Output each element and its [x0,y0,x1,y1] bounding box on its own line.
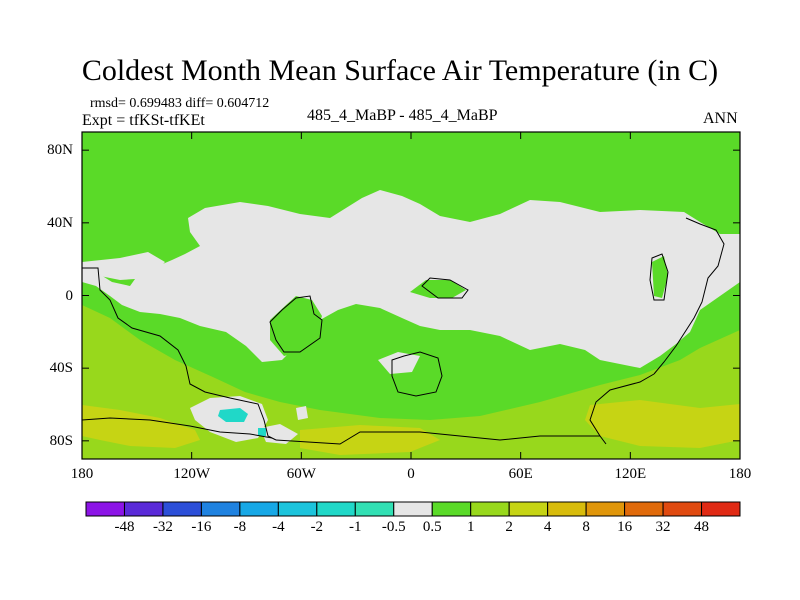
center-label: 485_4_MaBP - 485_4_MaBP [307,107,498,124]
y-tick-label: 0 [65,287,74,304]
colorbar-level-label: 8 [582,519,590,535]
x-tick-label: 180 [70,466,94,482]
colorbar-swatch [393,501,433,517]
temperature-field [82,132,740,459]
colorbar-swatch [701,501,741,517]
colorbar-level-label: 16 [617,519,633,535]
season-label: ANN [703,110,738,127]
warmest-region-southern-pacific [82,405,200,448]
colorbar-swatch [624,501,664,517]
near-zero-region-southern-ocean [82,252,165,280]
colorbar-swatch [200,501,241,517]
colorbar-level-label: -1 [349,519,362,535]
colorbar-swatch [162,501,202,517]
stats-text: rmsd= 0.699483 diff= 0.604712 [90,96,270,111]
colorbar-level-label: 1 [466,519,475,535]
colorbar-level-label: -8 [233,519,247,535]
colorbar-level-label: -16 [191,519,212,535]
positive-island-se-asia [652,256,668,298]
chart-title: Coldest Month Mean Surface Air Temperatu… [81,54,719,87]
colorbar-swatch [239,501,279,517]
colorbar-swatch [123,501,164,517]
colorbar-level-label: 48 [694,519,710,535]
colorbar-swatch [547,501,587,517]
colorbar-level-label: 0.5 [422,519,442,535]
colorbar-level-label: -32 [152,519,173,535]
colorbar-level-label: -2 [310,519,324,535]
colorbar-swatch [85,501,125,517]
colorbar [85,501,741,517]
y-tick-label: 80S [49,432,73,449]
colorbar-level-label: 4 [543,519,552,535]
colorbar-swatch [431,501,472,517]
colorbar-level-label: -48 [114,519,135,535]
x-tick-label: 60E [508,466,533,482]
y-tick-label: 40S [49,360,73,377]
near-zero-region-main [82,190,740,368]
colorbar-level-label: -4 [272,519,285,535]
near-zero-region-south-atlantic-small [296,406,308,420]
colorbar-swatch [662,501,703,517]
colorbar-level-label: 32 [655,519,671,535]
colorbar-swatch [316,501,356,517]
y-tick-label: 80N [47,142,73,159]
colorbar-level-label: 2 [505,519,513,535]
y-axis-ticks [82,149,740,442]
colorbar-level-label: -0.5 [381,519,406,535]
x-tick-label: 120W [173,466,210,482]
near-zero-region-south-islands [378,352,420,374]
cold-pocket-southern-pacific-small [258,428,266,436]
x-tick-label: 120E [614,466,647,482]
near-zero-region-antarctic-edge [260,424,298,444]
colorbar-swatch [354,501,395,517]
experiment-label: Expt = tfKSt-tfKEt [82,112,205,129]
colorbar-swatch [277,501,318,517]
colorbar-swatch [585,501,626,517]
y-tick-label: 40N [47,214,73,231]
positive-island-west-africa [270,296,322,356]
coastlines [82,217,725,445]
x-tick-label: 180 [728,466,752,482]
colorbar-swatch [508,501,549,517]
cold-pocket-southern-pacific [218,408,248,422]
warmest-region-southern-indian [585,400,740,448]
x-tick-label: 0 [407,466,415,482]
x-axis-ticks [81,132,741,459]
colorbar-swatch [470,501,510,517]
x-tick-label: 60W [286,466,316,482]
